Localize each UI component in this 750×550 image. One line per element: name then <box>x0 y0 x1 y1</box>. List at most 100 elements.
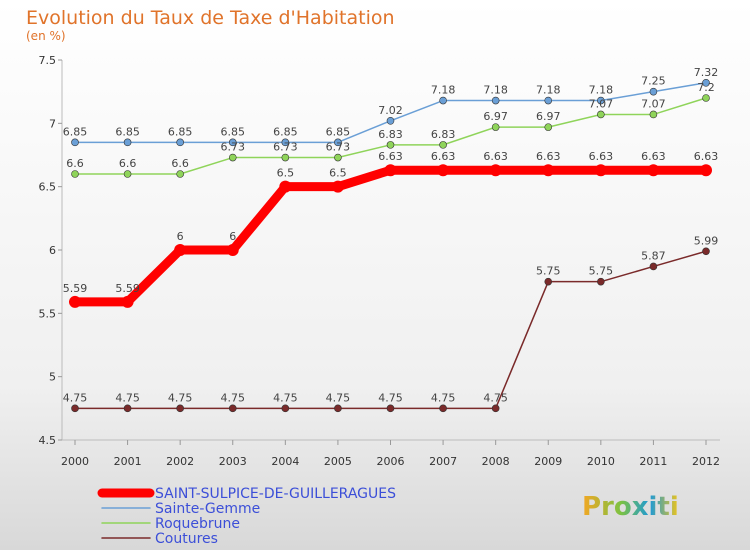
data-point <box>597 110 605 119</box>
data-label: 7.18 <box>431 84 456 97</box>
data-point <box>281 404 290 413</box>
data-label: 6.73 <box>326 141 351 154</box>
data-point <box>491 404 500 413</box>
data-point <box>228 138 237 147</box>
data-label: 6.63 <box>641 150 666 163</box>
x-tick-label: 2002 <box>166 455 194 468</box>
data-label: 7.07 <box>589 97 614 110</box>
data-label: 7.02 <box>378 104 403 117</box>
series-0: 5.59 5.59 6 6 6.5 6.5 6.63 6.63 6.63 6.63 6.63 6.63… <box>63 150 719 308</box>
x-tick-label: 2007 <box>429 455 457 468</box>
data-label: 6.85 <box>115 125 140 138</box>
data-point <box>176 170 184 178</box>
y-tick-label: 5.5 <box>39 307 57 320</box>
y-tick-label: 4.5 <box>39 434 57 447</box>
data-label: 6.63 <box>483 150 508 163</box>
x-tick-label: 2001 <box>114 455 142 468</box>
data-label: 6.85 <box>273 125 298 138</box>
data-label: 4.75 <box>326 391 351 404</box>
data-point <box>386 117 395 125</box>
data-label: 6.63 <box>694 150 719 163</box>
data-label: 6.63 <box>589 150 614 163</box>
data-label: 4.75 <box>63 391 88 404</box>
data-label: 4.75 <box>431 391 456 404</box>
data-point <box>700 164 712 177</box>
data-point <box>702 94 710 102</box>
data-point <box>384 164 397 177</box>
data-label: 4.75 <box>115 391 140 404</box>
series-line <box>70 165 711 307</box>
data-label: 7.2 <box>697 81 715 94</box>
data-point <box>71 138 79 147</box>
data-point <box>544 96 553 105</box>
data-point <box>702 247 710 256</box>
data-point <box>228 404 237 413</box>
x-tick-label: 2004 <box>271 455 299 468</box>
data-label: 7.18 <box>483 84 508 97</box>
series-2: 6.6 6.6 6.6 6.73 6.73 6.73 6.83 6.83 6.97 6.97 7.0… <box>66 81 715 178</box>
x-tick-label: 2008 <box>482 455 510 468</box>
x-tick-label: 2000 <box>61 455 89 468</box>
data-label: 6.73 <box>273 141 298 154</box>
data-point <box>491 123 500 131</box>
data-point <box>176 404 184 413</box>
data-point <box>334 138 342 147</box>
data-point <box>649 262 658 271</box>
x-tick-label: 2006 <box>377 455 405 468</box>
data-point <box>123 138 132 147</box>
data-point <box>279 180 292 193</box>
data-point <box>121 295 134 308</box>
data-label: 6.97 <box>536 110 561 123</box>
data-label: 4.75 <box>273 391 298 404</box>
legend-label: Sainte-Gemme <box>155 501 260 517</box>
data-label: 6.63 <box>431 150 456 163</box>
data-label: 6.83 <box>431 128 456 141</box>
x-tick-label: 2005 <box>324 455 352 468</box>
data-label: 6 <box>229 230 236 243</box>
data-point <box>228 153 237 162</box>
data-point <box>69 295 81 308</box>
y-tick-label: 7 <box>49 117 56 130</box>
data-point <box>437 164 450 177</box>
data-point <box>489 164 502 177</box>
y-tick-label: 5 <box>49 371 56 384</box>
data-point <box>542 164 555 177</box>
data-point <box>594 164 607 177</box>
data-label: 6.97 <box>483 110 508 123</box>
x-tick-label: 2009 <box>534 455 562 468</box>
series-layer: 6.85 6.85 6.85 6.85 6.85 6.85 7.02 7.18 7.18 7.18… <box>63 66 719 413</box>
legend-label: Roquebrune <box>155 516 240 532</box>
data-point <box>176 138 184 147</box>
data-point <box>439 404 447 413</box>
legend-label: SAINT-SULPICE-DE-GUILLERAGUES <box>155 486 396 502</box>
x-axis-ticks: 2000 2001 2002 2003 2004 2005 2006 2007 2008 2009… <box>61 440 720 468</box>
data-point <box>544 123 553 131</box>
y-tick-label: 6.5 <box>39 181 57 194</box>
data-label: 6.5 <box>329 167 347 180</box>
data-label: 4.75 <box>168 391 193 404</box>
data-point <box>649 110 658 119</box>
data-label: 5.99 <box>694 234 719 247</box>
data-point <box>334 153 342 162</box>
data-point <box>597 96 605 105</box>
data-point <box>334 404 342 413</box>
x-tick-label: 2010 <box>587 455 615 468</box>
data-point <box>281 138 290 147</box>
data-label: 5.75 <box>536 265 561 278</box>
data-label: 6.5 <box>277 167 295 180</box>
data-label: 5.87 <box>641 249 666 262</box>
data-label: 4.75 <box>221 391 246 404</box>
data-point <box>439 141 447 149</box>
data-label: 6.6 <box>171 157 189 170</box>
x-tick-label: 2011 <box>639 455 667 468</box>
legend-label: Coutures <box>155 531 218 547</box>
data-label: 4.75 <box>378 391 403 404</box>
data-label: 7.32 <box>694 66 719 79</box>
data-label: 6.6 <box>66 157 84 170</box>
x-tick-label: 2003 <box>219 455 247 468</box>
data-label: 6 <box>177 230 184 243</box>
data-point <box>649 87 658 96</box>
data-point <box>702 79 710 87</box>
